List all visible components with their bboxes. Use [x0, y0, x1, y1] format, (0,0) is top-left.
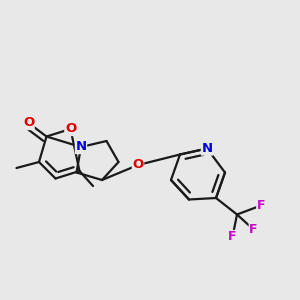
Text: O: O — [65, 122, 76, 136]
Text: N: N — [201, 142, 213, 155]
Text: O: O — [23, 116, 34, 130]
Text: O: O — [132, 158, 144, 172]
Text: N: N — [75, 140, 87, 154]
Text: F: F — [249, 223, 258, 236]
Text: F: F — [257, 199, 265, 212]
Text: F: F — [228, 230, 237, 244]
